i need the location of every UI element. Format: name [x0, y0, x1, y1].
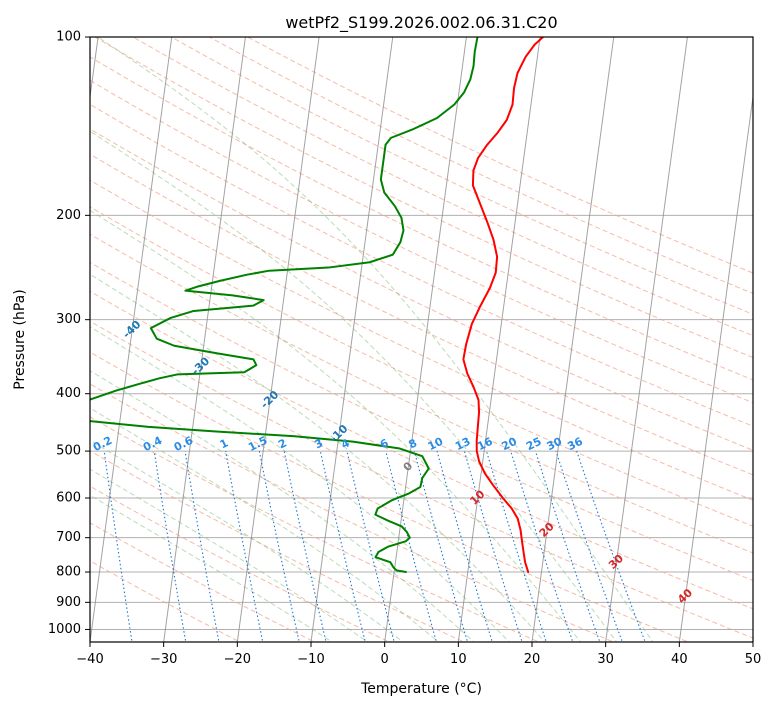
mixing-ratio-label: 30: [545, 435, 565, 454]
isotherm: [310, 37, 394, 642]
mixing-ratio-line: [436, 450, 493, 642]
axes: −40 −30 −20 −10 0 10 20 30 40 50 100 200 300 400 500 60…: [48, 30, 761, 668]
mixing-ratio-line: [103, 451, 133, 642]
plot-area: [90, 37, 753, 642]
y-tick-label: 1000: [48, 622, 81, 637]
moist-adiabat: [90, 468, 369, 642]
x-tick-label: −10: [297, 652, 324, 667]
dry-adiabat: [90, 261, 753, 582]
y-tick-label: 800: [56, 565, 81, 580]
x-tick-label: −30: [150, 652, 177, 667]
dry-adiabat: [90, 206, 753, 527]
dewpoint-profile-line: [90, 37, 479, 574]
x-tick-label: 30: [597, 652, 614, 667]
y-tick-label: 200: [56, 208, 81, 223]
isotherm: [163, 37, 246, 642]
y-tick-label: 600: [56, 491, 81, 506]
x-tick-label: 40: [671, 652, 688, 667]
isotherm: [384, 37, 467, 642]
dry-adiabat: [90, 179, 753, 501]
x-tick-label: 50: [745, 652, 762, 667]
isotherm: [90, 37, 173, 642]
dry-adiabat: [90, 56, 753, 381]
moist-adiabat: [90, 494, 333, 642]
mixing-ratio-line: [510, 450, 574, 642]
mixing-ratio-line: [413, 450, 469, 642]
mixing-ratio-label: 16: [475, 435, 495, 454]
isotherm: [678, 93, 753, 642]
dry-adiabat: [90, 103, 753, 427]
isotherm: [457, 37, 541, 642]
dry-adiabat: [90, 79, 753, 404]
isotherm: [605, 37, 688, 642]
mixing-ratio-line: [283, 450, 327, 642]
mixing-ratio-line: [576, 450, 646, 642]
mixing-ratio-line: [184, 451, 220, 642]
x-tick-label: 20: [524, 652, 541, 667]
moist-adiabat: [90, 407, 440, 642]
y-tick-label: 300: [56, 312, 81, 327]
dry-adiabat: [90, 290, 753, 610]
mixing-ratio-line: [258, 450, 300, 642]
dry-adiabat: [90, 351, 690, 642]
dry-adiabat: [90, 485, 391, 642]
mixing-ratio-label: 10: [426, 435, 446, 454]
mixing-ratio-label: 36: [565, 435, 585, 454]
chart-title: wetPf2_S199.2026.002.06.31.C20: [285, 13, 557, 33]
mixing-ratio-line: [225, 451, 264, 642]
mixing-ratio-line: [534, 450, 601, 642]
y-tick-label: 900: [56, 595, 81, 610]
mixing-ratio-line: [153, 451, 187, 642]
mixing-ratio-label: 13: [453, 435, 472, 453]
moist-adiabat: [90, 370, 475, 642]
dry-adiabat: [90, 450, 466, 642]
mixing-ratio-line: [463, 450, 523, 642]
moist-adiabat: [90, 130, 618, 642]
y-tick-label: 400: [56, 386, 81, 401]
mixing-ratio-label: 25: [524, 435, 543, 453]
dry-adiabat: [90, 320, 753, 639]
mixing-ratio-line: [385, 450, 437, 642]
y-tick-label: 100: [56, 30, 81, 45]
y-tick-label: 500: [56, 444, 81, 459]
mixing-ratio-line: [346, 450, 395, 642]
dry-adiabat: [90, 560, 242, 642]
x-axis-label: Temperature (°C): [360, 681, 482, 697]
isotherm: [236, 37, 320, 642]
y-axis-label: Pressure (hPa): [12, 289, 28, 389]
dry-adiabat: [90, 383, 615, 642]
dry-adiabat: [90, 128, 753, 451]
dry-adiabat: [90, 153, 753, 476]
mixing-ratio-line: [319, 450, 366, 642]
isotherm: [531, 37, 615, 642]
x-tick-label: 0: [381, 652, 389, 667]
y-tick-label: 700: [56, 530, 81, 545]
temperature-profile-line: [462, 37, 545, 574]
x-tick-label: −20: [224, 652, 251, 667]
x-tick-label: 10: [450, 652, 467, 667]
x-tick-label: −40: [76, 652, 103, 667]
moist-adiabat: [90, 439, 404, 642]
mixing-ratio-line: [555, 450, 623, 642]
mixing-ratio-label: 20: [499, 435, 519, 454]
moist-adiabat: [90, 326, 511, 642]
plot-frame: [89, 36, 754, 643]
